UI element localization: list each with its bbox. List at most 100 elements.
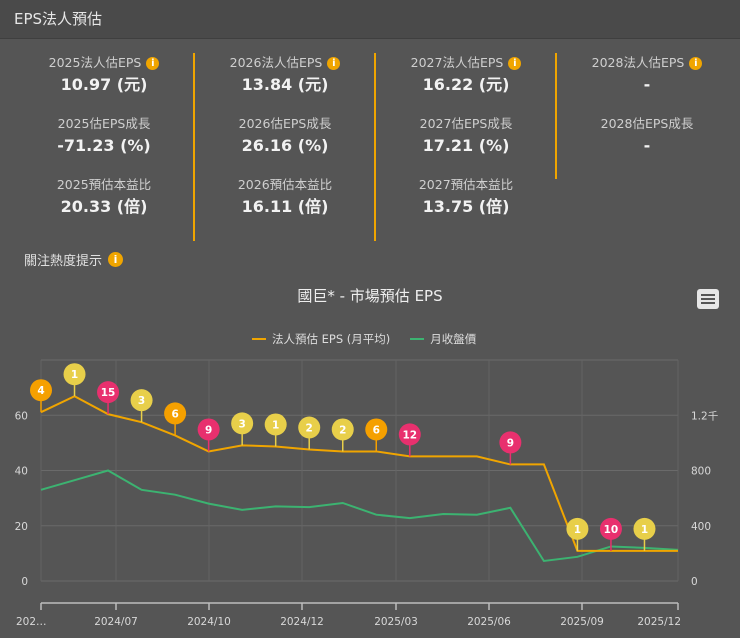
attention-marker[interactable]: 15 xyxy=(97,381,120,415)
svg-text:9: 9 xyxy=(507,437,514,449)
pe-label: 2025預估本益比 xyxy=(56,177,152,192)
svg-text:15: 15 xyxy=(101,387,116,399)
svg-text:800: 800 xyxy=(691,466,711,478)
column-divider xyxy=(193,53,195,241)
attention-hint-label: 關注熱度提示 xyxy=(24,254,103,269)
growth-label: 2027估EPS成長 xyxy=(419,116,513,131)
legend-item-price[interactable]: 月收盤價 xyxy=(410,331,476,347)
svg-text:2: 2 xyxy=(339,424,346,436)
svg-text:2025/12: 2025/12 xyxy=(637,616,681,628)
svg-text:2024/07: 2024/07 xyxy=(94,616,138,628)
chart-title: 國巨* - 市場預估 EPS xyxy=(297,287,443,305)
svg-text:40: 40 xyxy=(15,466,28,478)
growth-value: - xyxy=(643,136,651,155)
attention-marker[interactable]: 2 xyxy=(331,418,354,452)
info-icon[interactable]: i xyxy=(146,56,160,70)
svg-text:1.2千: 1.2千 xyxy=(691,410,718,422)
growth-label: 2026估EPS成長 xyxy=(238,116,332,131)
svg-text:1: 1 xyxy=(574,524,581,536)
attention-marker[interactable]: 6 xyxy=(365,418,388,452)
svg-text:4: 4 xyxy=(37,385,44,397)
attention-marker[interactable]: 1 xyxy=(63,363,86,397)
stat-column-2027: 2027法人估EPS i 16.22 (元) 2027估EPS成長 17.21 (… xyxy=(376,54,556,237)
stat-column-2028: 2028法人估EPS i - 2028估EPS成長 - xyxy=(557,54,737,176)
svg-text:1: 1 xyxy=(71,369,78,381)
legend-item-eps[interactable]: 法人預估 EPS (月平均) xyxy=(252,331,390,347)
svg-text:2025/03: 2025/03 xyxy=(374,616,418,628)
pe-value: 20.33 (倍) xyxy=(60,197,148,216)
stat-column-2026: 2026法人估EPS i 13.84 (元) 2026估EPS成長 26.16 (… xyxy=(195,54,375,237)
eps-label: 2026法人估EPS xyxy=(229,55,323,70)
eps-value: 10.97 (元) xyxy=(60,75,148,94)
chart-series xyxy=(40,395,679,563)
attention-marker[interactable]: 9 xyxy=(197,418,220,452)
svg-text:3: 3 xyxy=(138,395,145,407)
attention-marker[interactable]: 2 xyxy=(298,416,321,450)
svg-text:0: 0 xyxy=(21,576,28,588)
legend-label: 月收盤價 xyxy=(430,332,477,346)
legend-swatch-icon xyxy=(410,338,425,340)
chart-axes: 202… 2024/07 2024/10 2024/12 2025/03 2025/06 2… xyxy=(15,410,719,628)
panel-title: EPS法人預估 xyxy=(14,10,103,28)
svg-text:2025/06: 2025/06 xyxy=(467,616,511,628)
svg-text:1: 1 xyxy=(272,419,279,431)
svg-text:0: 0 xyxy=(691,576,698,588)
growth-value: 17.21 (%) xyxy=(422,136,510,155)
attention-marker[interactable]: 6 xyxy=(164,402,187,436)
pe-value: 13.75 (倍) xyxy=(422,197,510,216)
attention-marker[interactable]: 1 xyxy=(633,517,656,551)
svg-text:12: 12 xyxy=(402,429,417,441)
panel-header: EPS法人預估 xyxy=(0,0,740,39)
svg-text:20: 20 xyxy=(15,521,28,533)
eps-value: 13.84 (元) xyxy=(241,75,329,94)
pe-value: 16.11 (倍) xyxy=(241,197,329,216)
eps-label: 2028法人估EPS xyxy=(591,55,685,70)
svg-text:3: 3 xyxy=(239,418,246,430)
attention-marker[interactable]: 4 xyxy=(30,379,52,413)
column-divider xyxy=(555,53,557,179)
svg-text:2024/10: 2024/10 xyxy=(187,616,231,628)
attention-hint: 關注熱度提示 i xyxy=(24,250,124,269)
growth-label: 2028估EPS成長 xyxy=(600,116,694,131)
eps-value: - xyxy=(643,75,651,94)
growth-value: -71.23 (%) xyxy=(57,136,151,155)
eps-label: 2027法人估EPS xyxy=(410,55,504,70)
attention-marker[interactable]: 12 xyxy=(398,423,421,457)
eps-label: 2025法人估EPS xyxy=(48,55,142,70)
info-icon[interactable]: i xyxy=(108,252,124,267)
svg-text:202…: 202… xyxy=(16,616,47,628)
attention-marker[interactable]: 9 xyxy=(499,431,522,465)
pe-label: 2026預估本益比 xyxy=(237,177,333,192)
legend-label: 法人預估 EPS (月平均) xyxy=(272,332,391,346)
pe-label: 2027預估本益比 xyxy=(418,177,514,192)
info-icon[interactable]: i xyxy=(327,56,341,70)
svg-text:10: 10 xyxy=(604,524,619,536)
chart-grid xyxy=(40,359,679,582)
column-divider xyxy=(374,53,376,241)
legend-swatch-icon xyxy=(252,338,266,340)
svg-text:2: 2 xyxy=(306,423,313,435)
attention-marker[interactable]: 3 xyxy=(130,389,153,423)
attention-marker[interactable]: 10 xyxy=(599,517,622,551)
growth-label: 2025估EPS成長 xyxy=(57,116,151,131)
svg-text:60: 60 xyxy=(15,410,28,422)
chart-menu-button[interactable] xyxy=(697,289,719,309)
eps-value: 16.22 (元) xyxy=(422,75,510,94)
attention-marker[interactable]: 3 xyxy=(231,412,254,446)
info-icon[interactable]: i xyxy=(689,56,703,70)
stat-column-2025: 2025法人估EPS i 10.97 (元) 2025估EPS成長 -71.23 … xyxy=(14,54,194,237)
hamburger-icon xyxy=(701,294,715,296)
attention-marker[interactable]: 1 xyxy=(264,413,287,447)
info-icon[interactable]: i xyxy=(508,56,522,70)
attention-marker[interactable]: 1 xyxy=(566,517,589,551)
svg-text:6: 6 xyxy=(171,408,178,420)
svg-text:1: 1 xyxy=(641,524,648,536)
svg-text:9: 9 xyxy=(205,424,212,436)
growth-value: 26.16 (%) xyxy=(241,136,329,155)
svg-text:400: 400 xyxy=(691,521,711,533)
svg-text:6: 6 xyxy=(373,424,380,436)
svg-text:2024/12: 2024/12 xyxy=(280,616,324,628)
chart-legend: 法人預估 EPS (月平均) 月收盤價 xyxy=(252,331,476,347)
svg-text:2025/09: 2025/09 xyxy=(560,616,604,628)
